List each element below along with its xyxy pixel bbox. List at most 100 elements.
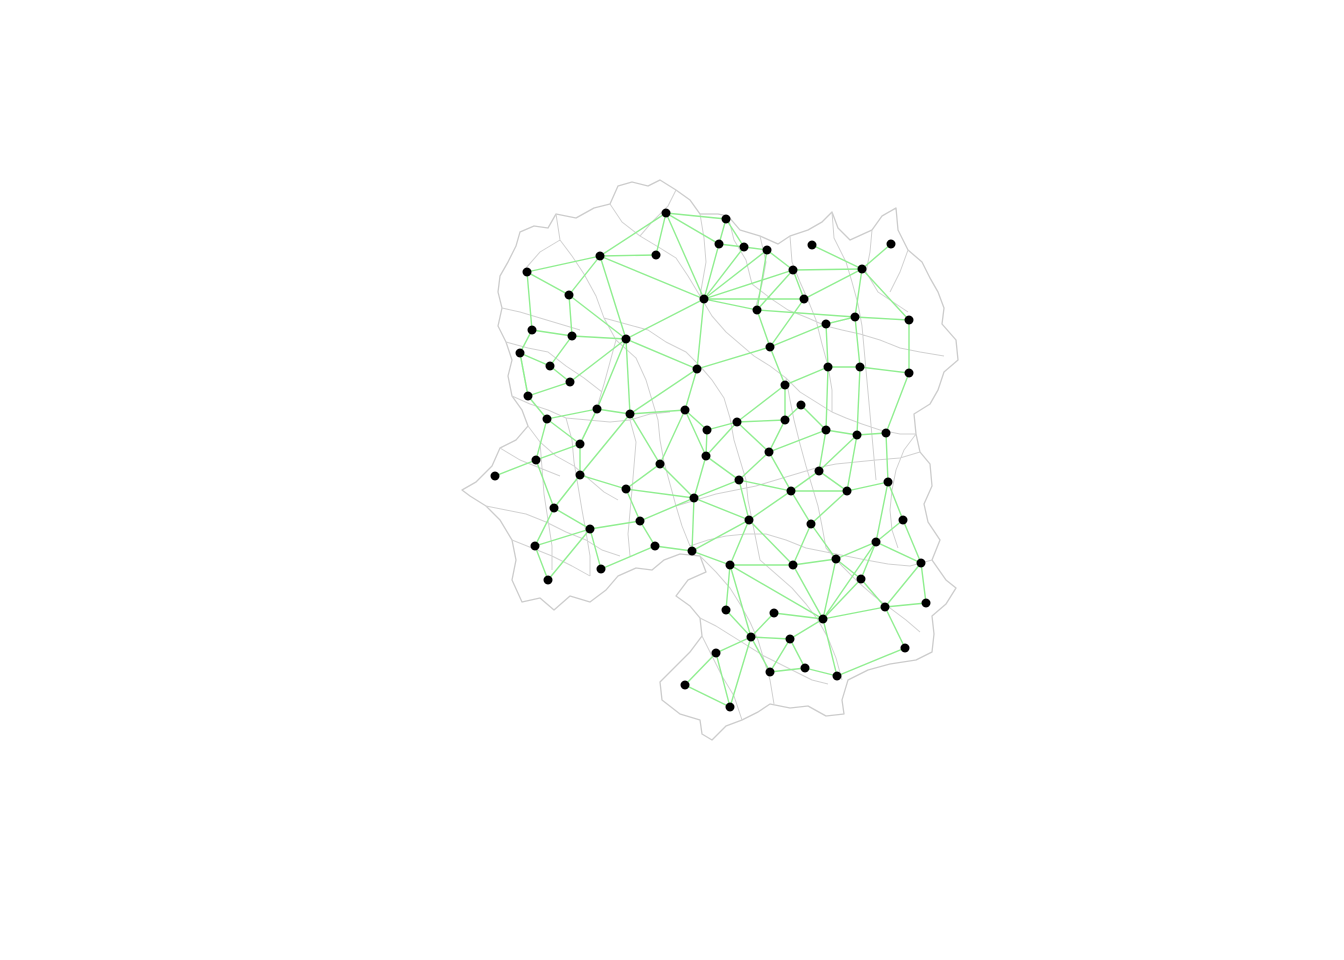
centroid-point (780, 415, 790, 425)
centroid-point (857, 264, 867, 274)
neighbor-edge (875, 541, 922, 564)
neighbor-edge (589, 528, 602, 570)
centroid-point (655, 459, 665, 469)
neighbor-edge (854, 316, 861, 368)
neighbor-edge (535, 459, 555, 509)
centroid-point (764, 447, 774, 457)
centroid-point (542, 414, 552, 424)
neighbor-edge (738, 479, 750, 521)
centroid-point (621, 334, 631, 344)
centroid-point (831, 554, 841, 564)
neighbor-edge (729, 519, 750, 566)
neighbor-edge (792, 564, 824, 620)
neighbor-edge (706, 421, 738, 431)
centroid-point (595, 251, 605, 261)
neighbor-edge (756, 269, 794, 311)
neighbor-edge (553, 507, 591, 530)
neighbor-edge (625, 488, 641, 522)
neighbor-edge (703, 269, 794, 300)
centroid-point (564, 290, 574, 300)
neighbor-edge (579, 474, 627, 490)
neighbor-edge (703, 249, 768, 300)
neighbor-edge (534, 545, 549, 581)
neighbor-edge (803, 268, 863, 300)
centroid-point (799, 294, 809, 304)
neighbor-edge (665, 212, 705, 300)
centroid-point (880, 602, 890, 612)
neighbor-edge (684, 368, 698, 411)
neighbor-edge (715, 652, 731, 708)
centroid-point (651, 250, 661, 260)
neighbor-edge (822, 606, 886, 620)
neighbor-edge (725, 564, 731, 611)
centroid-point (746, 632, 756, 642)
neighbor-edge (750, 612, 775, 638)
centroid-point (765, 342, 775, 352)
centroid-point (543, 575, 553, 585)
neighbor-edge (625, 338, 631, 415)
neighbor-edge (527, 395, 548, 420)
neighbor-edge (696, 298, 705, 370)
centroid-point (765, 667, 775, 677)
centroid-point (621, 484, 631, 494)
centroid-point (721, 605, 731, 615)
centroid-point (850, 312, 860, 322)
neighbor-edge (629, 368, 698, 415)
centroid-point (852, 430, 862, 440)
centroid-point (575, 439, 585, 449)
neighbor-edge (789, 618, 824, 640)
neighbor-edge (792, 268, 863, 271)
centroid-point (689, 493, 699, 503)
neighbor-edge (519, 352, 529, 397)
neighbor-edge (547, 528, 591, 581)
neighbor-edge (654, 545, 693, 552)
neighbor-edge (861, 268, 910, 321)
centroid-point (721, 214, 731, 224)
neighbor-edge (526, 271, 533, 331)
neighbor-edge (792, 523, 812, 566)
neighbor-edge (535, 418, 548, 461)
neighbor-edge (822, 541, 877, 620)
neighbor-edge (750, 636, 791, 640)
neighbor-edge (769, 346, 786, 386)
centroid-point (522, 267, 532, 277)
centroid-point (592, 404, 602, 414)
centroid-point (904, 368, 914, 378)
neighbor-edge (705, 421, 738, 457)
centroid-point (565, 377, 575, 387)
neighbor-edge (703, 246, 745, 300)
neighbor-edge (693, 455, 707, 499)
centroid-point (762, 245, 772, 255)
centroid-point (814, 466, 824, 476)
centroid-point (523, 391, 533, 401)
neighbor-edge (818, 470, 848, 492)
neighbor-edge (854, 268, 863, 318)
neighbor-edge (600, 545, 656, 570)
neighbor-edge (705, 455, 740, 481)
neighbor-edge (738, 451, 770, 481)
neighbor-edge (659, 409, 686, 465)
neighbor-edge (549, 335, 573, 367)
centroid-points (490, 208, 931, 712)
centroid-point (680, 680, 690, 690)
neighbor-edge (804, 667, 838, 677)
centroid-point (807, 240, 817, 250)
centroid-point (596, 564, 606, 574)
neighbor-edge (769, 298, 805, 348)
neighbor-edge (811, 244, 863, 270)
neighbor-edge (526, 271, 570, 296)
neighbor-edge (854, 316, 910, 321)
neighbor-edge (527, 381, 571, 397)
neighbor-edge (639, 520, 656, 547)
centroid-point (856, 574, 866, 584)
centroid-point (661, 208, 671, 218)
neighbor-edge (665, 212, 720, 245)
neighbor-edge (825, 366, 829, 431)
neighbor-edge (884, 562, 922, 608)
neighbor-edge (800, 404, 827, 431)
neighbor-edge (810, 490, 848, 525)
neighbor-edge (792, 269, 805, 300)
neighbor-edge (773, 612, 824, 620)
neighbor-edge (825, 323, 829, 368)
neighbor-edge (629, 413, 661, 465)
